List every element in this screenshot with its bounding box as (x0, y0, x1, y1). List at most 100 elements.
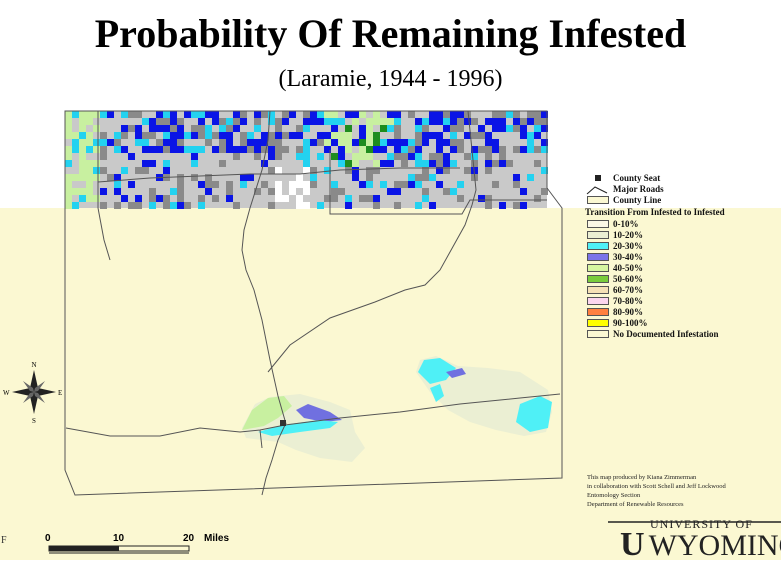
strip-cell (114, 202, 121, 209)
strip-cell (163, 132, 170, 139)
strip-cell (408, 174, 415, 181)
strip-cell (268, 167, 275, 174)
strip-cell (296, 174, 303, 181)
strip-cell (380, 160, 387, 167)
strip-cell (310, 174, 317, 181)
strip-cell (345, 111, 352, 118)
strip-cell (485, 153, 492, 160)
strip-cell (240, 181, 247, 188)
strip-cell (331, 195, 338, 202)
strip-cell (310, 118, 317, 125)
strip-cell (471, 118, 478, 125)
strip-cell (219, 160, 226, 167)
strip-cell (359, 146, 366, 153)
strip-cell (275, 118, 282, 125)
strip-cell (534, 160, 541, 167)
strip-cell (219, 125, 226, 132)
strip-cell (163, 160, 170, 167)
strip-cell (359, 125, 366, 132)
patch-lightgreen (242, 396, 292, 430)
county-line-swatch (587, 196, 609, 204)
strip-cell (415, 160, 422, 167)
strip-cell (100, 139, 107, 146)
strip-cell (443, 160, 450, 167)
road-line-icon (586, 186, 608, 195)
strip-cell (86, 111, 93, 118)
strip-cell (79, 125, 86, 132)
strip-cell (324, 118, 331, 125)
strip-cell (289, 181, 296, 188)
strip-cell (170, 139, 177, 146)
strip-cell (317, 139, 324, 146)
strip-cell (79, 160, 86, 167)
strip-cell (436, 146, 443, 153)
strip-cell (450, 118, 457, 125)
strip-cell (436, 139, 443, 146)
patch-cyan (258, 420, 338, 436)
strip-cell (296, 146, 303, 153)
strip-cell (317, 118, 324, 125)
strip-cell (541, 111, 548, 118)
strip-cell (415, 146, 422, 153)
strip-cell (331, 139, 338, 146)
strip-cell (268, 146, 275, 153)
strip-cell (156, 146, 163, 153)
page-subtitle: (Laramie, 1944 - 1996) (278, 66, 503, 92)
strip-cell (135, 132, 142, 139)
strip-cell (541, 118, 548, 125)
strip-cell (478, 132, 485, 139)
strip-cell (79, 139, 86, 146)
strip-cell (415, 174, 422, 181)
strip-cell (387, 111, 394, 118)
strip-cell (79, 174, 86, 181)
strip-cell (289, 174, 296, 181)
strip-cell (331, 181, 338, 188)
page-title: Probability Of Remaining Infested (94, 11, 687, 56)
strip-cell (275, 146, 282, 153)
strip-cell (394, 132, 401, 139)
strip-cell (296, 167, 303, 174)
strip-cell (177, 125, 184, 132)
strip-cell (373, 111, 380, 118)
strip-cell (135, 111, 142, 118)
strip-cell (394, 146, 401, 153)
strip-cell (226, 146, 233, 153)
patch-southwest (242, 394, 365, 462)
strip-cell (317, 111, 324, 118)
strip-cell (149, 146, 156, 153)
strip-cell (443, 153, 450, 160)
strip-cell (303, 181, 310, 188)
strip-cell (352, 174, 359, 181)
strip-cell (121, 132, 128, 139)
strip-cell (107, 174, 114, 181)
scale-tick-0: 0 (45, 533, 51, 544)
strip-cell (422, 188, 429, 195)
strip-cell (373, 202, 380, 209)
strip-cell (268, 118, 275, 125)
strip-cell (198, 118, 205, 125)
strip-cell (268, 153, 275, 160)
strip-cell (457, 195, 464, 202)
strip-cell (128, 153, 135, 160)
strip-cell (415, 118, 422, 125)
scale-bar (48, 545, 190, 554)
strip-cell (261, 111, 268, 118)
strip-cell (156, 125, 163, 132)
legend-swatch (587, 297, 609, 305)
legend-swatch (587, 319, 609, 327)
strip-cell (254, 153, 261, 160)
strip-cell (226, 132, 233, 139)
strip-cell (79, 188, 86, 195)
strip-cell (226, 118, 233, 125)
strip-cell (485, 132, 492, 139)
strip-cell (534, 195, 541, 202)
strip-cell (499, 125, 506, 132)
legend-heading: Transition From Infested to Infested (585, 207, 725, 217)
legend-class-label: 90-100% (613, 318, 648, 328)
scale-unit: Miles (204, 533, 230, 544)
strip-cell (429, 111, 436, 118)
strip-cell (464, 132, 471, 139)
strip-cell (485, 202, 492, 209)
strip-cell (114, 146, 121, 153)
strip-cell (457, 181, 464, 188)
